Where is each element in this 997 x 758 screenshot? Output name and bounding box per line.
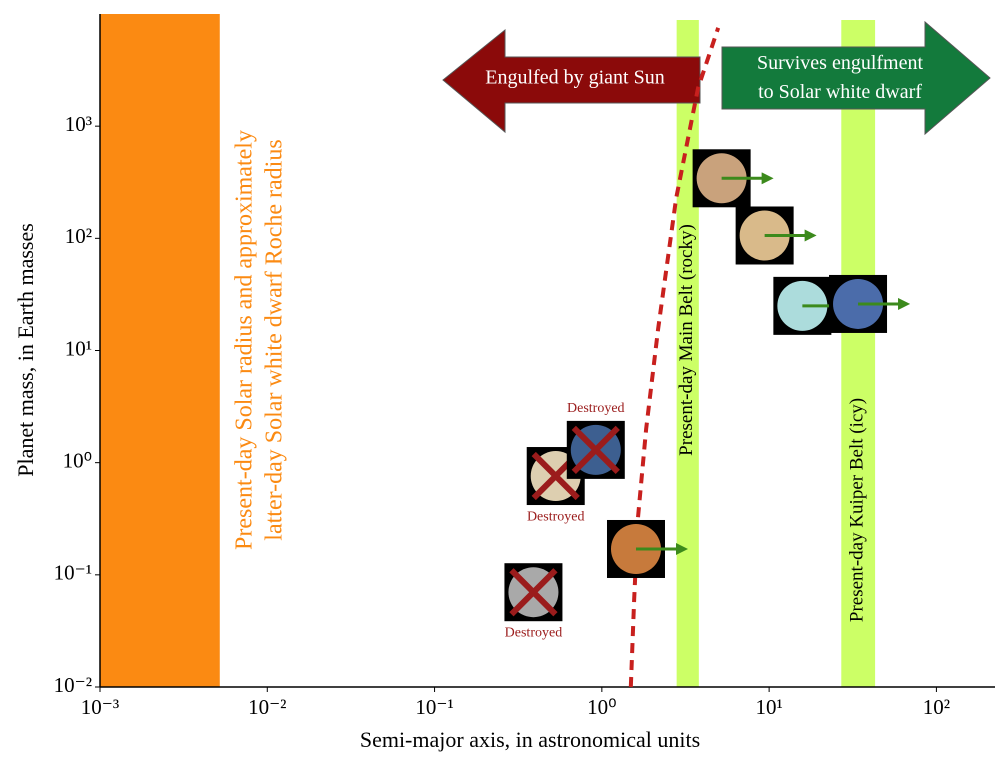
band [841,20,876,687]
y-tick-label: 10⁻² [54,673,92,697]
band-label: Present-day Solar radius and approximate… [231,130,257,550]
arrow-text: to Solar white dwarf [758,81,922,103]
destroyed-label: Destroyed [527,509,585,524]
x-tick-label: 10⁻² [248,695,286,719]
arrow-shape [721,20,991,136]
x-tick-label: 10⁻¹ [415,695,453,719]
band [100,14,220,687]
x-tick-label: 10² [923,695,950,719]
cross [509,568,558,617]
y-tick-label: 10⁻¹ [54,561,92,585]
y-tick-label: 10² [65,224,92,248]
band-label: latter-day Solar white dwarf Roche radiu… [261,139,287,540]
destroyed-label: Destroyed [567,401,625,416]
destroyed-label: Destroyed [505,625,563,640]
y-tick-label: 10⁰ [63,448,92,472]
cross [571,425,620,475]
y-tick-label: 10³ [65,112,92,136]
x-tick-label: 10⁻³ [81,695,119,719]
arrow-text: Survives engulfment [757,52,924,74]
engulfment-curve [628,27,721,688]
band-label: Present-day Main Belt (rocky) [676,224,697,456]
y-tick-label: 10¹ [65,336,92,360]
arrow-shape [442,28,701,134]
band-label: Present-day Kuiper Belt (icy) [847,398,868,622]
y-axis-label: Planet mass, in Earth masses [13,223,38,477]
x-tick-label: 10⁰ [587,695,616,719]
x-tick-label: 10¹ [755,695,782,719]
x-axis-label: Semi-major axis, in astronomical units [360,727,700,752]
arrow-text: Engulfed by giant Sun [485,67,664,89]
